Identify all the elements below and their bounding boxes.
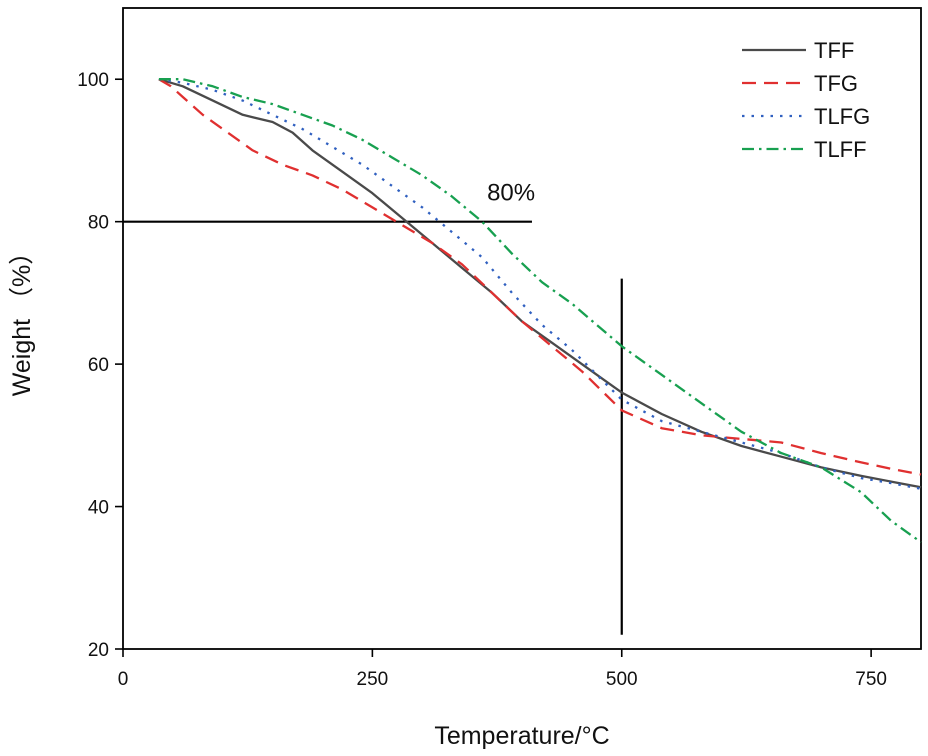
x-axis-title: Temperature/°C (434, 722, 609, 750)
legend-label-tlfg: TLFG (814, 104, 870, 129)
annotation-label-80pct: 80% (487, 179, 535, 206)
plot-frame (122, 7, 922, 650)
series-line-tff (158, 78, 922, 489)
y-tick-label: 80 (88, 213, 109, 234)
y-tick-label: 60 (88, 355, 109, 376)
x-tick-label: 0 (118, 669, 129, 690)
x-tick-label: 250 (357, 669, 389, 690)
legend: TFF TFG TLFG TLFF (742, 38, 870, 162)
y-tick-label: 20 (88, 640, 109, 661)
series-lines (158, 78, 922, 544)
legend-label-tff: TFF (814, 38, 854, 63)
x-tick-label: 500 (606, 669, 638, 690)
legend-label-tlff: TLFF (814, 137, 867, 162)
series-line-tfg (158, 78, 922, 476)
x-tick-label: 750 (855, 669, 887, 690)
annotations: 80% (123, 179, 623, 635)
y-tick-label: 100 (77, 70, 109, 91)
y-tick-label: 40 (88, 498, 109, 519)
y-axis: 20 40 60 80 100 (77, 70, 123, 661)
series-line-tlff (158, 78, 922, 544)
x-axis: 0 250 500 750 (118, 649, 887, 690)
series-line-tlfg (158, 78, 922, 490)
legend-label-tfg: TFG (814, 71, 858, 96)
y-axis-title: Weight （%） (8, 240, 36, 397)
